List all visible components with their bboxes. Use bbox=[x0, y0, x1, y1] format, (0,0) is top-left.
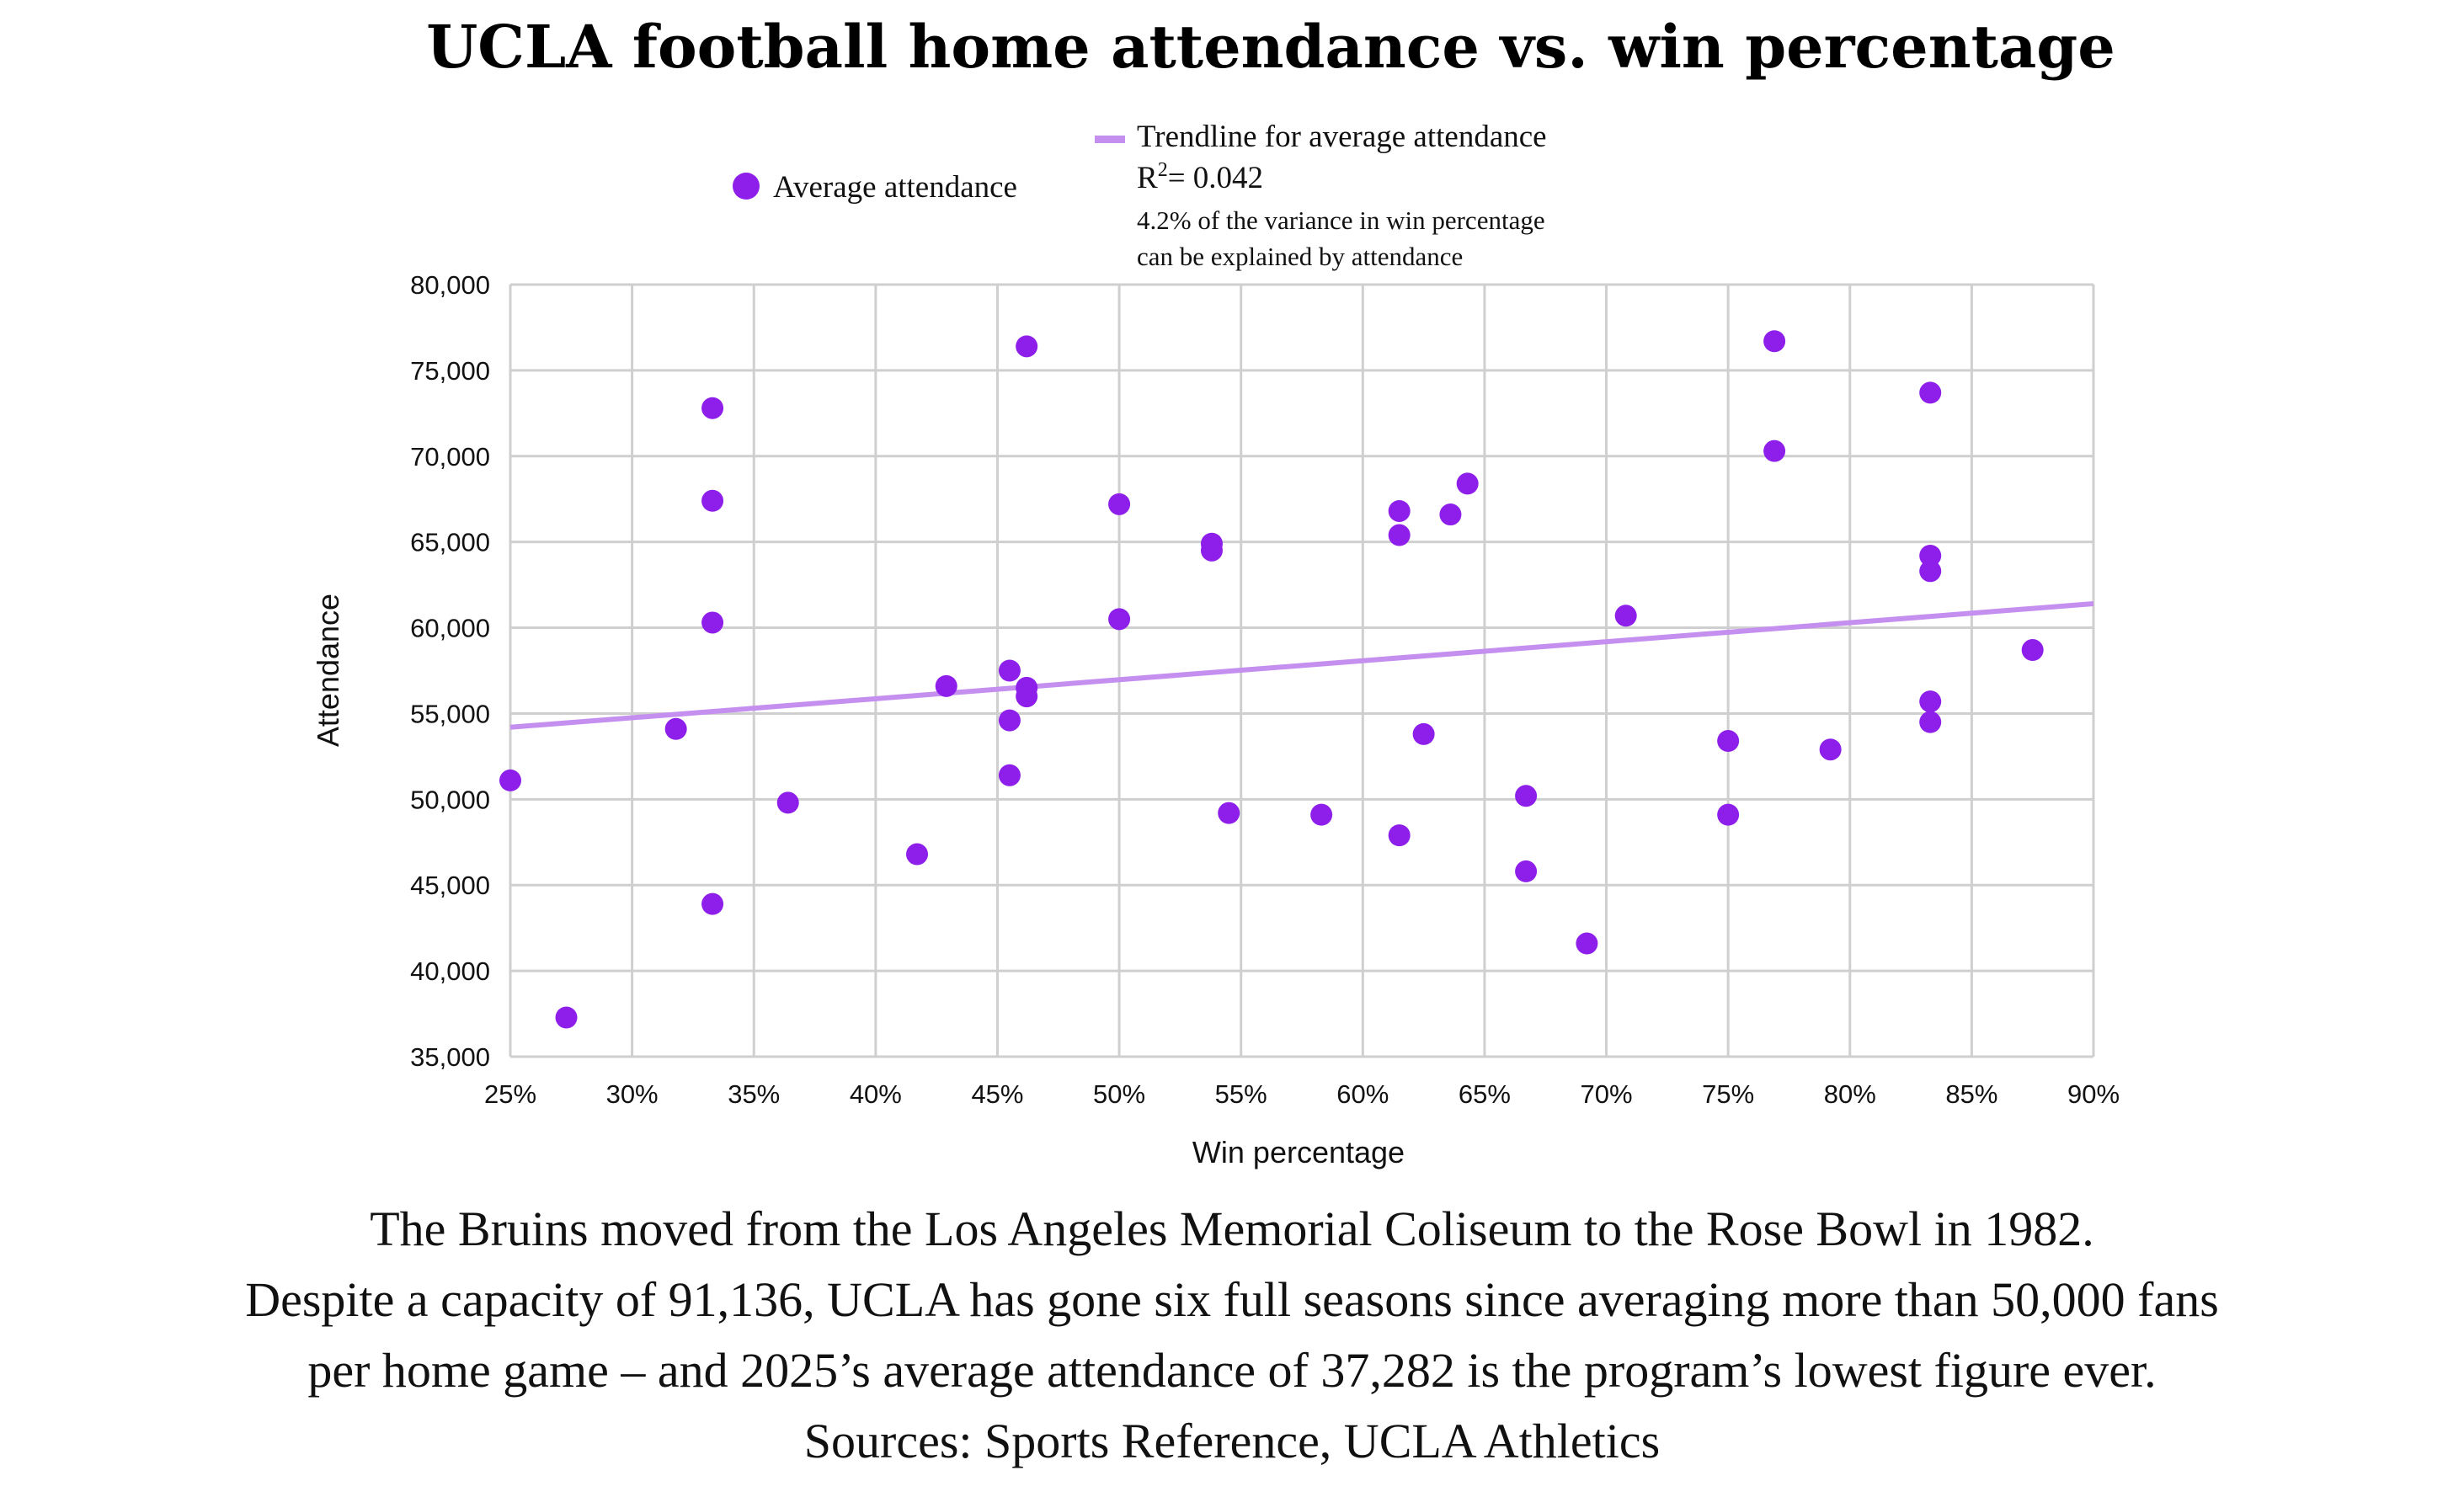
data-point bbox=[1819, 738, 1842, 761]
data-point bbox=[1919, 711, 1942, 733]
data-point bbox=[1218, 802, 1240, 824]
grid bbox=[509, 283, 2095, 1058]
data-point bbox=[701, 892, 724, 915]
y-tick-label: 70,000 bbox=[410, 442, 490, 471]
data-point bbox=[1388, 499, 1411, 522]
legend-marker-trendline bbox=[1095, 136, 1125, 143]
data-point bbox=[1576, 932, 1598, 955]
data-point bbox=[1388, 824, 1411, 847]
caption-line-2: Despite a capacity of 91,136, UCLA has g… bbox=[245, 1272, 2219, 1327]
y-axis-label: Attendance bbox=[311, 594, 345, 747]
caption-line-3: per home game – and 2025’s average atten… bbox=[307, 1343, 2157, 1398]
x-tick-label: 55% bbox=[1215, 1079, 1267, 1109]
x-tick-label: 90% bbox=[2067, 1079, 2120, 1109]
x-tick-label: 40% bbox=[850, 1079, 902, 1109]
variance-note-line2: can be explained by attendance bbox=[1137, 242, 1463, 271]
data-point bbox=[1388, 524, 1411, 546]
data-point bbox=[1310, 803, 1333, 826]
data-point bbox=[906, 843, 929, 866]
data-point bbox=[1412, 722, 1435, 745]
x-tick-label: 80% bbox=[1824, 1079, 1876, 1109]
data-point bbox=[1763, 330, 1786, 353]
y-tick-label: 45,000 bbox=[410, 871, 490, 900]
data-point bbox=[701, 489, 724, 512]
data-point bbox=[1763, 440, 1786, 462]
caption: The Bruins moved from the Los Angeles Me… bbox=[0, 1194, 2464, 1477]
variance-note-line1: 4.2% of the variance in win percentage bbox=[1137, 205, 1545, 235]
data-point bbox=[701, 397, 724, 419]
x-axis-ticks: 25% 30% 35% 40% 45% 50% 55% 60% 65% 70% 75% 80% 85% 9… bbox=[484, 1079, 2120, 1109]
x-tick-label: 75% bbox=[1702, 1079, 1754, 1109]
data-point bbox=[499, 769, 521, 791]
y-axis-ticks: 35,000 40,000 45,000 50,000 55,000 60,000 65,0… bbox=[410, 270, 490, 1072]
data-point bbox=[1108, 608, 1131, 631]
data-point bbox=[1919, 381, 1942, 404]
data-point bbox=[1515, 785, 1538, 807]
legend-label-trendline: Trendline for average attendance bbox=[1137, 120, 1547, 154]
y-tick-label: 40,000 bbox=[410, 956, 490, 986]
data-point bbox=[1614, 605, 1637, 627]
data-point bbox=[1016, 335, 1038, 358]
y-tick-label: 65,000 bbox=[410, 528, 490, 557]
data-point bbox=[664, 717, 687, 740]
x-tick-label: 35% bbox=[728, 1079, 780, 1109]
legend: Average attendance Trendline for average… bbox=[733, 120, 1547, 271]
data-point bbox=[1717, 803, 1740, 826]
data-point bbox=[935, 674, 957, 697]
scatter-chart: UCLA football home attendance vs. win pe… bbox=[311, 12, 2120, 1169]
data-point bbox=[998, 764, 1021, 786]
y-tick-label: 35,000 bbox=[410, 1042, 490, 1072]
x-tick-label: 65% bbox=[1459, 1079, 1511, 1109]
caption-sources: Sources: Sports Reference, UCLA Athletic… bbox=[803, 1414, 1661, 1468]
x-tick-label: 45% bbox=[971, 1079, 1023, 1109]
trendline bbox=[509, 601, 2094, 730]
data-point bbox=[1200, 539, 1223, 562]
legend-marker-attendance bbox=[733, 173, 760, 200]
r-squared-prefix: R bbox=[1137, 161, 1158, 195]
data-point bbox=[1919, 560, 1942, 583]
data-point bbox=[2021, 639, 2044, 662]
data-point bbox=[998, 709, 1021, 732]
data-point bbox=[1919, 544, 1942, 567]
data-point bbox=[1439, 503, 1462, 526]
x-tick-label: 30% bbox=[606, 1079, 659, 1109]
r-squared-label: R2= 0.042 bbox=[1137, 159, 1263, 195]
data-point bbox=[1456, 472, 1479, 495]
r-squared-value: = 0.042 bbox=[1168, 161, 1263, 195]
legend-label-attendance: Average attendance bbox=[773, 170, 1017, 205]
x-tick-label: 85% bbox=[1945, 1079, 1997, 1109]
y-tick-label: 80,000 bbox=[410, 270, 490, 300]
x-tick-label: 60% bbox=[1336, 1079, 1389, 1109]
x-tick-label: 50% bbox=[1093, 1079, 1145, 1109]
data-point bbox=[776, 791, 799, 814]
data-point bbox=[1108, 493, 1131, 515]
trendline-group bbox=[509, 601, 2094, 730]
data-point bbox=[1919, 690, 1942, 713]
y-tick-label: 60,000 bbox=[410, 614, 490, 643]
r-squared-superscript: 2 bbox=[1158, 159, 1168, 181]
y-tick-label: 75,000 bbox=[410, 356, 490, 386]
data-point bbox=[1717, 730, 1740, 753]
data-points bbox=[499, 330, 2044, 1029]
y-tick-label: 50,000 bbox=[410, 785, 490, 814]
x-tick-label: 25% bbox=[484, 1079, 536, 1109]
y-tick-label: 55,000 bbox=[410, 699, 490, 728]
data-point bbox=[701, 611, 724, 634]
x-axis-label: Win percentage bbox=[1192, 1135, 1405, 1169]
data-point bbox=[1515, 860, 1538, 882]
data-point bbox=[998, 659, 1021, 682]
data-point bbox=[555, 1006, 578, 1029]
x-tick-label: 70% bbox=[1581, 1079, 1633, 1109]
chart-title: UCLA football home attendance vs. win pe… bbox=[426, 12, 2115, 82]
caption-line-1: The Bruins moved from the Los Angeles Me… bbox=[370, 1201, 2094, 1256]
data-point bbox=[1016, 685, 1038, 708]
